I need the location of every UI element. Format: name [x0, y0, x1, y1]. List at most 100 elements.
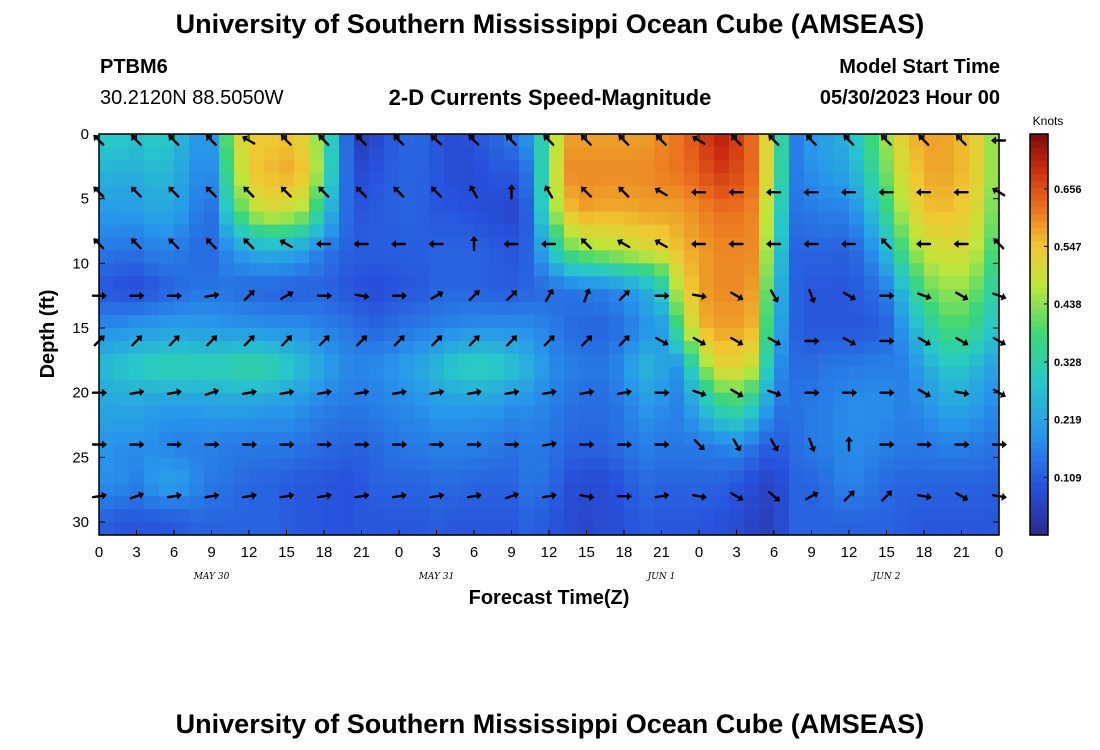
heatmap-cell [489, 224, 505, 239]
y-tick-label: 5 [81, 191, 89, 208]
heatmap-cell [444, 134, 460, 148]
heatmap-cell [399, 224, 415, 239]
heatmap-cell [924, 418, 940, 433]
arrow-head [617, 239, 624, 246]
heatmap-cell [774, 470, 790, 484]
heatmap-cell [309, 198, 325, 213]
current-arrow [768, 491, 781, 502]
heatmap-cell [804, 392, 820, 407]
heatmap-cell [579, 392, 595, 407]
heatmap-cell [864, 250, 880, 264]
current-arrow [693, 439, 705, 451]
y-tick-label: 25 [72, 449, 89, 466]
arrow-head [473, 335, 480, 342]
heatmap-cell [909, 509, 925, 523]
heatmap-cell [909, 159, 925, 174]
heatmap-cell [939, 172, 955, 187]
heatmap-cell [534, 431, 550, 446]
heatmap-cell [984, 431, 1000, 446]
heatmap-cell [324, 185, 340, 200]
heatmap-cell [714, 211, 730, 226]
heatmap-cell [639, 379, 655, 394]
heatmap-cell [414, 483, 430, 497]
heatmap-cell [189, 146, 205, 161]
heatmap-cell [189, 276, 205, 290]
arrow-head [513, 491, 519, 499]
heatmap-cell [144, 418, 160, 433]
heatmap-cell [324, 431, 340, 446]
colorbar-segment [1030, 167, 1048, 175]
arrow-head [880, 134, 888, 142]
heatmap-cell [789, 392, 805, 407]
heatmap-cell [264, 289, 280, 303]
heatmap-cell [639, 392, 655, 407]
heatmap-cell [114, 315, 130, 329]
heatmap-cell [699, 289, 715, 303]
heatmap-cell [339, 276, 355, 290]
heatmap-cell [354, 302, 370, 316]
heatmap-cell [969, 211, 985, 226]
heatmap-cell [384, 328, 400, 342]
heatmap-cell [189, 237, 205, 252]
heatmap-cell [144, 276, 160, 290]
current-arrow [879, 291, 895, 300]
heatmap-cell [699, 276, 715, 290]
heatmap-cell [459, 496, 475, 510]
heatmap-cell [924, 224, 940, 239]
heatmap-cell [564, 159, 580, 174]
heatmap-cell [879, 315, 895, 329]
heatmap-cell [804, 276, 820, 290]
heatmap-cell [714, 146, 730, 161]
heatmap-cell [144, 146, 160, 161]
current-arrow [507, 184, 516, 200]
heatmap-cell [429, 405, 445, 420]
current-arrow [316, 491, 332, 500]
arrow-head [589, 440, 595, 449]
heatmap-cell [669, 418, 685, 433]
heatmap-cell [474, 198, 490, 213]
current-arrow [318, 186, 330, 198]
heatmap-cell [909, 224, 925, 239]
heatmap-cell [384, 444, 400, 458]
heatmap-cell [354, 509, 370, 523]
heatmap-cell [564, 509, 580, 523]
heatmap-cell [849, 237, 865, 252]
heatmap-cell [834, 146, 850, 161]
heatmap-cell [924, 496, 940, 510]
heatmap-cell [144, 237, 160, 252]
heatmap-cell [384, 198, 400, 213]
heatmap-cell [639, 431, 655, 446]
heatmap-cell [789, 457, 805, 471]
heatmap-cell [984, 418, 1000, 433]
colorbar-segment [1030, 301, 1048, 309]
heatmap-cell [234, 263, 250, 277]
heatmap-cell [204, 353, 220, 368]
arrow-head [925, 293, 932, 301]
heatmap-cell [804, 211, 820, 226]
heatmap-cell [129, 276, 145, 290]
heatmap-cell [894, 250, 910, 264]
heatmap-cell [969, 444, 985, 458]
heatmap-cell [819, 392, 835, 407]
heatmap-cell [744, 405, 760, 420]
heatmap-cell [759, 366, 775, 381]
heatmap-cell [894, 444, 910, 458]
heatmap-cell [384, 159, 400, 174]
heatmap-cell [159, 146, 175, 161]
heatmap-cell [114, 185, 130, 200]
heatmap-cell [429, 444, 445, 458]
heatmap-cell [249, 224, 265, 239]
arrow-head [544, 185, 551, 192]
heatmap-cell [459, 328, 475, 342]
heatmap-cell [99, 470, 115, 484]
arrow-head [547, 288, 554, 296]
heatmap-cell [444, 237, 460, 252]
heatmap-cell [864, 198, 880, 213]
heatmap-cell [294, 379, 310, 394]
heatmap-cell [894, 198, 910, 213]
heatmap-cell [654, 250, 670, 264]
heatmap-cell [969, 470, 985, 484]
heatmap-cell [504, 366, 520, 381]
heatmap-cell [264, 237, 280, 252]
heatmap-cell [399, 522, 415, 536]
